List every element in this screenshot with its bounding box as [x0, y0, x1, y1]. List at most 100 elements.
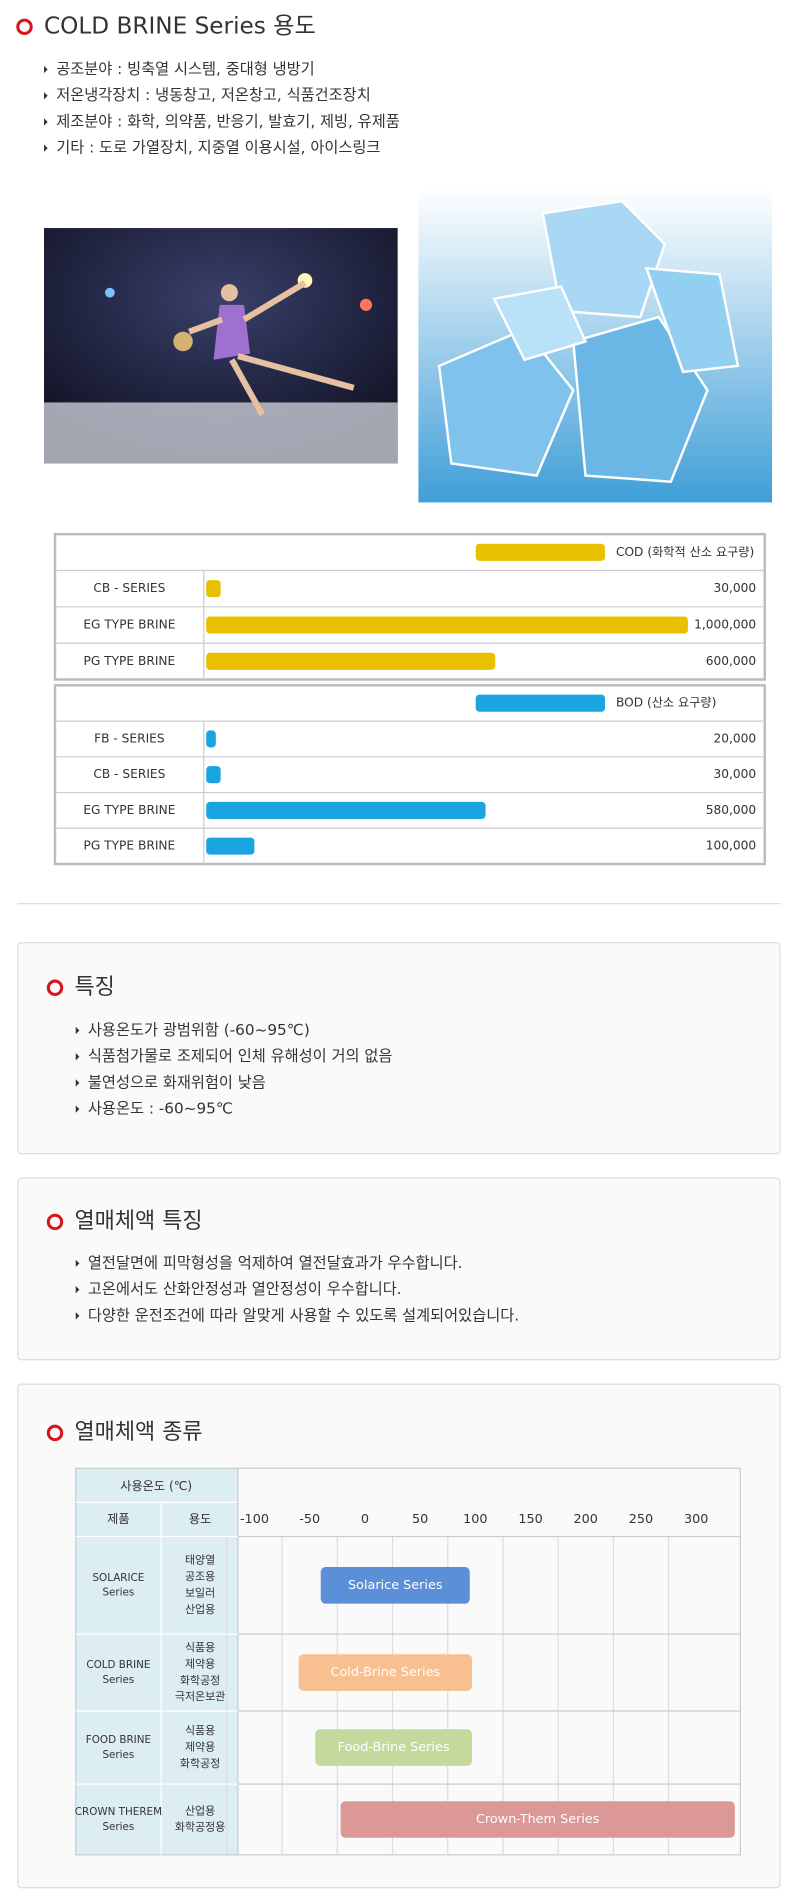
value-label: 20,000 — [714, 731, 757, 745]
bullet — [75, 1053, 80, 1061]
title-icon — [46, 979, 64, 997]
row-label: FB - SERIES — [94, 731, 165, 745]
use-label: 화학공정용 — [175, 1821, 225, 1834]
range-bar — [315, 1729, 473, 1766]
legend-swatch — [475, 694, 605, 712]
bullet — [44, 65, 48, 74]
bullet — [75, 1259, 80, 1268]
bullet — [44, 92, 48, 100]
range-bar — [320, 1567, 470, 1604]
list-item: 식품첨가물로 조제되어 인체 유해성이 거의 없음 — [88, 1047, 393, 1065]
list-item: 공조분야 : 빙축열 시스템, 중대형 냉방기 — [56, 60, 314, 78]
title-icon — [46, 1424, 64, 1442]
use-label: 태양열 — [185, 1554, 215, 1567]
use-label: 산업용 — [185, 1804, 215, 1817]
use-label: 화학공정 — [180, 1757, 220, 1770]
row-label: EG TYPE BRINE — [83, 617, 175, 631]
bullet — [75, 1026, 80, 1035]
header-label: 제품 — [107, 1512, 129, 1526]
bar — [206, 580, 221, 598]
x-tick-label: 200 — [574, 1512, 598, 1527]
bar — [206, 730, 216, 748]
x-tick-label: 50 — [412, 1512, 428, 1527]
list-item: 다양한 운전조건에 따라 알맞게 사용할 수 있도록 설계되어있습니다. — [88, 1306, 519, 1324]
use-label: 제약용 — [185, 1740, 215, 1754]
bullet — [75, 1312, 80, 1320]
value-label: 100,000 — [706, 839, 756, 853]
list-item: 제조분야 : 화학, 의약품, 반응기, 발효기, 제빙, 유제품 — [56, 112, 400, 130]
row-label: CB - SERIES — [93, 767, 165, 781]
list-item: 사용온도가 광범위함 (-60~95℃) — [88, 1021, 310, 1039]
legend-swatch — [475, 543, 605, 561]
product-name: Series — [102, 1749, 134, 1761]
header-label: 사용온도 (℃) — [120, 1479, 192, 1493]
legend-label: COD (화학적 산소 요구량) — [616, 545, 754, 559]
x-tick-label: 150 — [518, 1512, 542, 1527]
use-label: 식품용 — [185, 1724, 215, 1737]
value-label: 1,000,000 — [694, 617, 756, 631]
list-item: 열전달면에 피막형성을 억제하여 열전달효과가 우수합니다. — [88, 1254, 463, 1272]
use-label: 화학공정 — [180, 1674, 220, 1687]
ice-photo — [418, 189, 773, 503]
section-box — [17, 1177, 781, 1361]
product-name: FOOD BRINE — [86, 1734, 151, 1746]
bar — [206, 801, 486, 819]
use-label: 공조용 — [185, 1570, 215, 1583]
table-frame — [53, 684, 766, 866]
x-tick-label: -100 — [240, 1512, 269, 1527]
bar — [206, 837, 255, 855]
list-item: 사용온도 : -60~95℃ — [88, 1100, 233, 1118]
range-bar-label: Cold-Brine Series — [331, 1665, 441, 1680]
product-name: Series — [102, 1587, 134, 1599]
bullet — [75, 1285, 80, 1294]
range-bar-label: Crown-Them Series — [476, 1812, 600, 1827]
header-label: 용도 — [189, 1512, 211, 1526]
section-title: 특징 — [75, 975, 115, 1000]
x-tick-label: 250 — [629, 1512, 653, 1527]
row-label: CB - SERIES — [93, 581, 165, 595]
range-bar — [340, 1801, 735, 1838]
title-icon — [16, 18, 33, 36]
table-frame — [75, 1467, 741, 1856]
product-name: COLD BRINE — [86, 1659, 150, 1671]
value-label: 600,000 — [706, 654, 756, 668]
bar — [206, 616, 688, 634]
product-name: SOLARICE — [92, 1572, 144, 1584]
row-label: PG TYPE BRINE — [84, 654, 176, 668]
range-bar-label: Solarice Series — [348, 1578, 443, 1593]
bullet — [75, 1079, 80, 1087]
bar — [206, 766, 221, 784]
value-label: 30,000 — [714, 767, 757, 781]
row-label: PG TYPE BRINE — [84, 839, 176, 853]
skater-photo — [44, 228, 398, 464]
list-item: 저온냉각장치 : 냉동창고, 저온창고, 식품건조장치 — [56, 86, 371, 104]
use-label: 보일러 — [185, 1586, 215, 1600]
x-tick-label: 300 — [684, 1512, 708, 1527]
product-name: Series — [102, 1821, 134, 1833]
legend-label: BOD (산소 요구량) — [616, 696, 716, 710]
bullet — [75, 1105, 80, 1113]
section-title: 열매체액 특징 — [75, 1209, 203, 1234]
use-label: 극저온보관 — [175, 1690, 225, 1703]
bar — [206, 652, 496, 670]
list-item: 불연성으로 화재위험이 낮음 — [88, 1073, 266, 1091]
range-bar — [298, 1654, 473, 1691]
x-tick-label: 0 — [361, 1512, 369, 1527]
bullet — [44, 144, 48, 152]
use-label: 제약용 — [185, 1656, 215, 1670]
range-bar-label: Food-Brine Series — [338, 1740, 450, 1755]
use-label: 식품용 — [185, 1641, 215, 1654]
product-name: Series — [102, 1674, 134, 1686]
title-icon — [46, 1213, 64, 1231]
x-tick-label: 100 — [463, 1512, 487, 1527]
section-title: COLD BRINE Series 용도 — [44, 12, 316, 39]
list-item: 기타 : 도로 가열장치, 지중열 이용시설, 아이스링크 — [56, 139, 380, 157]
section-box — [17, 942, 781, 1155]
use-label: 산업용 — [185, 1603, 215, 1616]
value-label: 30,000 — [714, 581, 757, 595]
product-name: CROWN THEREM — [75, 1806, 162, 1818]
value-label: 580,000 — [706, 803, 756, 817]
header-bg — [75, 1468, 238, 1855]
x-tick-label: -50 — [299, 1512, 320, 1527]
